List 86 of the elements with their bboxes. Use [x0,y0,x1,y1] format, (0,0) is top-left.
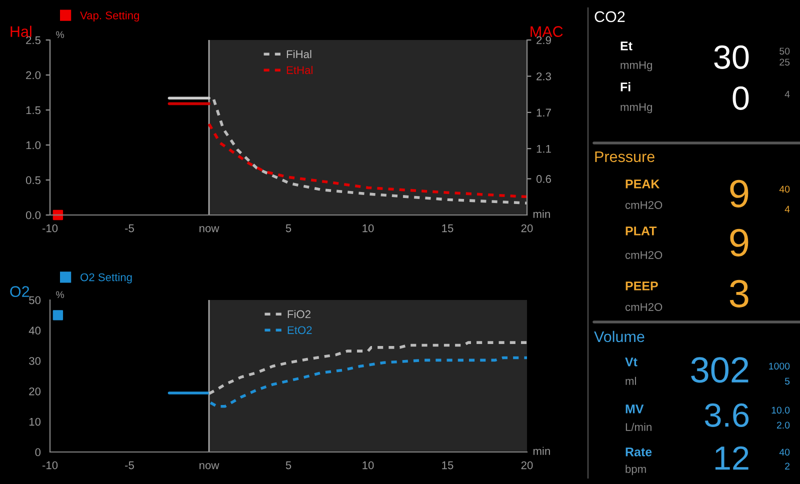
legend-label: EtHal [286,66,312,74]
y2-tick-label: 2.9 [536,36,551,44]
x-tick-label: 10 [362,461,374,470]
y-tick-label: 1.0 [26,141,41,150]
text: mmHg [620,103,652,114]
x-tick-label: now [200,463,220,470]
x-tick-label: 5 [286,224,292,232]
text: 1000 [769,362,790,370]
text: cmH2O [625,251,662,259]
x-axis-title: min [533,446,550,455]
text: cmH2O [625,201,662,209]
x-tick-label: -10 [42,461,58,470]
text: 3 [730,280,748,308]
x-tick-label: now [200,226,220,232]
y-tick-label: 40 [28,326,41,335]
text: ml [626,376,636,385]
text: mmHg [620,61,652,72]
x-tick-label: -10 [42,224,58,232]
text: 40 [779,448,790,456]
y-tick-label: 1.5 [26,106,41,114]
x-tick-label: 5 [286,461,292,470]
x-tick-label: -5 [125,461,134,470]
text: Pressure [595,151,654,162]
text: 10.0 [772,406,790,414]
line-series [208,122,527,198]
text: Fi [620,82,630,92]
text: cmH2O [625,303,662,311]
legend-label: FiO2 [288,310,310,318]
text: MV [626,404,644,414]
y-tick-label: 10 [29,418,41,426]
legend-label: Vap. Setting [80,11,139,22]
y2-axis-title: MAC [530,26,563,37]
text: 2.0 [776,422,790,429]
line-series [209,356,527,408]
y2-tick-label: 2.3 [536,72,551,80]
y2-tick-label: 1.7 [536,108,551,116]
text: 40 [779,186,790,193]
line-series [208,341,527,396]
y-tick-label: 2.0 [26,71,41,80]
x-tick-label: 20 [521,224,533,232]
y2-tick-label: 1.1 [536,145,551,153]
x-tick-label: 20 [521,461,533,470]
text: 3.6 [704,403,749,427]
text: 9 [730,180,748,208]
y-tick-label: 50 [29,296,41,304]
text: 4 [784,90,790,98]
text: PEAK [626,180,660,188]
x-tick-label: 15 [442,461,454,470]
text: Vt [625,358,638,366]
text: % [56,31,64,38]
text: % [56,291,64,298]
y-tick-label: 0 [35,448,41,456]
line-series [212,98,527,204]
text: CO2 [594,11,625,22]
text: 9 [730,228,748,256]
text: 2 [785,462,790,470]
text: 4 [784,206,790,213]
legend-label: EtO2 [288,326,312,334]
text: 12 [715,446,748,470]
text: 5 [784,378,790,385]
x-tick-label: 10 [362,224,374,232]
text: L/min [626,422,652,431]
text: bpm [626,464,646,476]
text: Volume [594,330,644,342]
text: Et [620,42,632,50]
text: PLAT [626,226,657,236]
text: 30 [714,45,749,69]
y-tick-label: 30 [29,357,41,365]
text: PEEP [626,282,658,290]
y-tick-label: 0.0 [26,211,41,220]
y-tick-label: 2.5 [26,36,41,44]
y-axis-title: O2 [10,286,30,297]
x-tick-label: 15 [442,224,454,232]
text: 0 [732,86,749,110]
text: 50 [780,48,790,55]
legend-label: O2 Setting [80,273,132,284]
y-tick-label: 20 [29,387,41,396]
text: 25 [780,58,790,66]
x-axis-title: min [533,210,550,218]
y2-tick-label: 0.6 [536,175,551,183]
y-axis-title: Hal [10,26,32,37]
y-tick-label: 0.5 [26,176,41,184]
legend-label: FiHal [286,50,312,58]
text: 302 [691,357,748,383]
x-tick-label: -5 [125,224,134,232]
text: Rate [626,448,652,456]
